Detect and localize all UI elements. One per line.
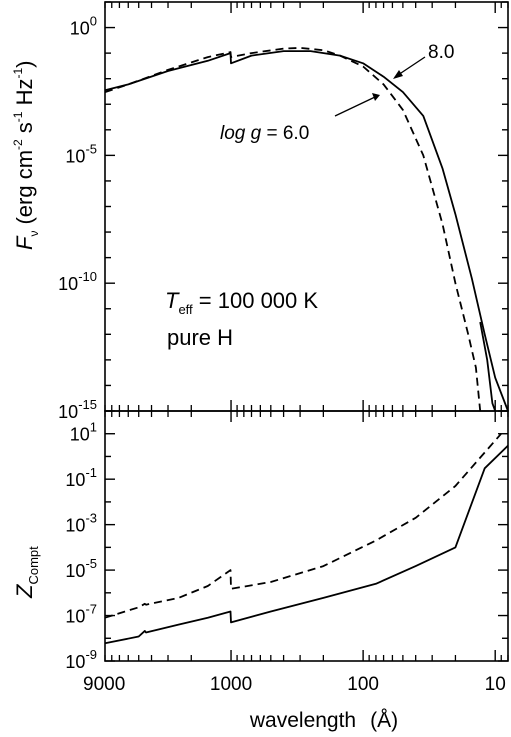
x-axis-label: wavelength (Å) [249,709,398,732]
tick-exponent: -7 [85,602,97,617]
arrow-log-g-6 [334,96,376,117]
tick-exponent: -1 [85,465,97,480]
bottom-plot-frame [104,410,509,662]
y-label-hz: Hz [12,79,37,112]
flux-dashed-curve [104,47,482,412]
zcompt-dashed-curve [104,433,502,619]
tick-base: 10 [65,652,85,672]
top-y-tick-label: 100 [70,14,97,39]
y-label-symbol: F [12,235,37,250]
top-x-ticks [104,2,509,411]
tick-base: 10 [65,470,85,490]
bottom-y-tick-label: 101 [70,420,97,445]
bottom-y-axis-label: ZCompt [12,546,41,599]
y-label-exp-2: -1 [11,111,25,122]
teff-subscript: eff [178,302,193,317]
x-tick-label: 100 [347,674,379,695]
x-tick-label: 9000 [83,674,125,695]
flux-solid-curve [104,50,509,412]
tick-exponent: 0 [90,14,97,29]
y-label-s: s [12,122,37,139]
bottom-curves [104,433,509,645]
bottom-y-tick-label: 10-3 [65,511,97,536]
tick-exponent: 1 [90,420,97,435]
tick-exponent: -15 [78,397,97,412]
label-log-g-6-value: = 6.0 [261,123,309,144]
y-label-close: ) [12,61,37,68]
tick-base: 10 [65,146,85,166]
x-label-text: wavelength [249,709,356,732]
bottom-y-tick-label: 10-1 [65,465,97,490]
tick-exponent: -9 [85,647,97,662]
y-label-units: (erg cm [12,150,37,225]
label-log-g-6-italic: log g [220,123,262,144]
tick-base: 10 [58,274,78,294]
y-label-subscript: ν [27,231,41,237]
y-label-exp-3: -1 [11,68,25,79]
tick-base: 10 [65,516,85,536]
tick-exponent: -3 [85,511,97,526]
top-plot-frame [104,1,509,412]
zcompt-solid-curve [104,444,509,645]
teff-annotation: Teff = 100 000 K [165,288,318,317]
top-y-tick-label: 10-15 [58,397,97,422]
bottom-y-tick-label: 10-9 [65,647,97,672]
label-log-g-6: log g = 6.0 [220,123,309,144]
x-tick-label: 1000 [210,674,252,695]
arrowhead-log-g-6 [372,93,380,101]
tick-exponent: -5 [85,556,97,571]
top-y-axis-label: Fν(erg cm-2 s-1 Hz-1) [11,61,41,250]
z-label-subscript: Compt [26,546,41,585]
x-tick-label: 10 [485,674,506,695]
z-label-symbol: Z [12,583,37,599]
bottom-y-tick-label: 10-5 [65,556,97,581]
x-label-unit: (Å) [370,709,398,732]
tick-base: 10 [58,402,78,422]
label-log-g-8: 8.0 [428,42,454,63]
tick-base: 10 [70,19,90,39]
bottom-x-ticks: 9000 1000 100 10 [83,411,509,695]
top-y-tick-label: 10-5 [65,141,97,166]
arrowhead-log-g-8 [393,70,403,79]
teff-symbol: T [165,288,180,313]
tick-exponent: -10 [78,269,97,284]
y-label-exp-1: -2 [11,139,25,150]
tick-exponent: -5 [85,141,97,156]
top-y-tick-label: 10-10 [58,269,97,294]
composition-annotation: pure H [167,325,233,350]
tick-base: 10 [65,561,85,581]
top-curves [104,47,509,412]
teff-value: = 100 000 K [193,288,319,313]
tick-base: 10 [70,425,90,445]
flux-solid-curve [479,321,497,412]
bottom-y-tick-label: 10-7 [65,602,97,627]
tick-base: 10 [65,607,85,627]
